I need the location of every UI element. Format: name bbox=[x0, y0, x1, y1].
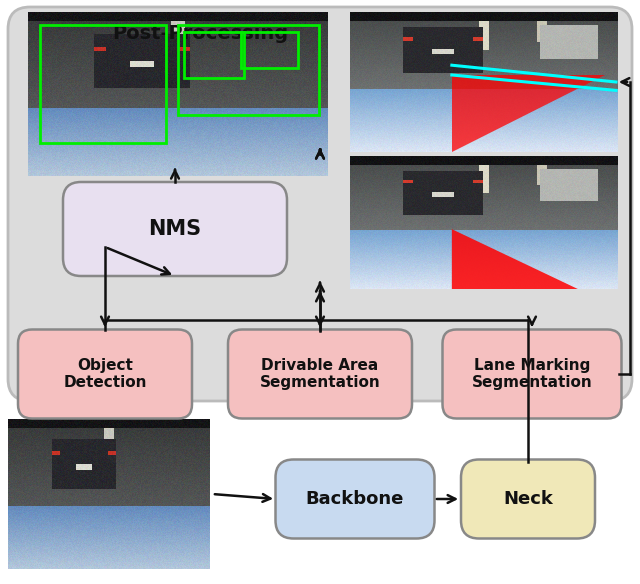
FancyBboxPatch shape bbox=[8, 7, 632, 401]
Bar bbox=[178, 25, 319, 115]
Bar bbox=[184, 32, 244, 78]
FancyBboxPatch shape bbox=[63, 182, 287, 276]
Bar bbox=[40, 25, 166, 143]
FancyBboxPatch shape bbox=[228, 329, 412, 419]
Text: Neck: Neck bbox=[503, 490, 553, 508]
FancyBboxPatch shape bbox=[461, 460, 595, 538]
Text: Object
Detection: Object Detection bbox=[63, 358, 147, 390]
Text: Drivable Area
Segmentation: Drivable Area Segmentation bbox=[260, 358, 380, 390]
Text: Lane Marking
Segmentation: Lane Marking Segmentation bbox=[472, 358, 593, 390]
Polygon shape bbox=[452, 229, 578, 289]
Text: NMS: NMS bbox=[148, 219, 202, 239]
FancyBboxPatch shape bbox=[18, 329, 192, 419]
Text: Post-Processing: Post-Processing bbox=[112, 24, 288, 43]
Text: Backbone: Backbone bbox=[306, 490, 404, 508]
Polygon shape bbox=[452, 75, 605, 152]
FancyBboxPatch shape bbox=[442, 329, 621, 419]
Bar bbox=[241, 32, 298, 68]
FancyBboxPatch shape bbox=[275, 460, 435, 538]
